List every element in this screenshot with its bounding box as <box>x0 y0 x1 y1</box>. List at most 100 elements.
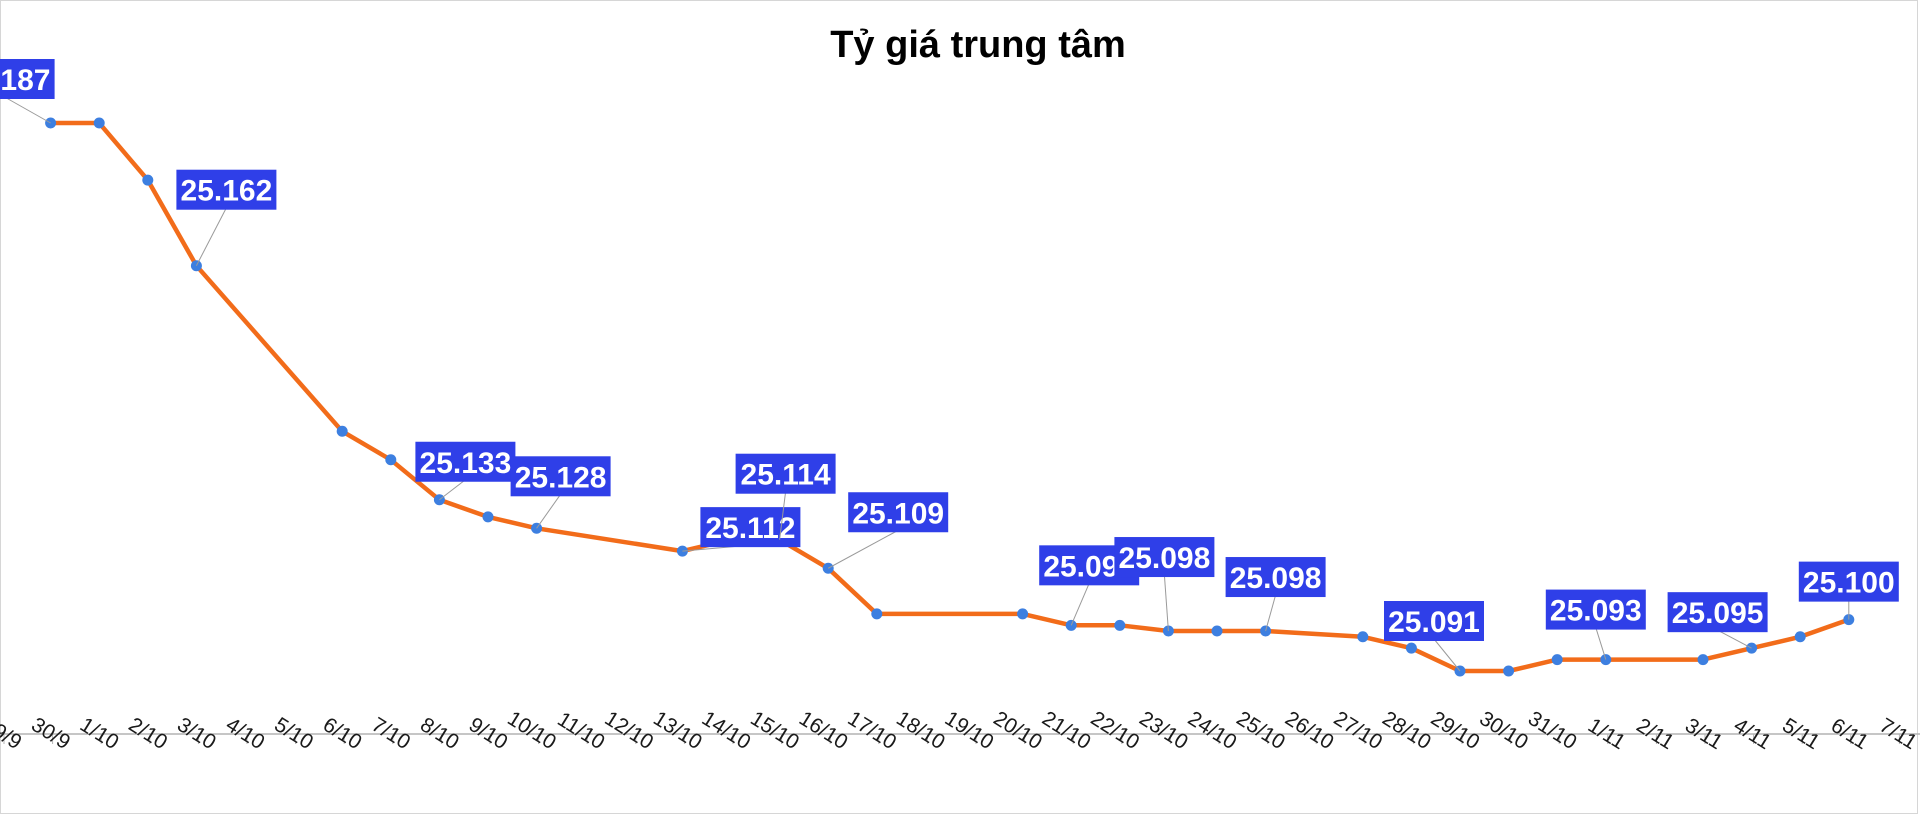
data-label-box <box>1114 537 1215 578</box>
data-point <box>482 511 494 523</box>
data-label: 25.112 <box>682 507 801 552</box>
x-tick-label: 7/11 <box>1875 714 1920 754</box>
data-label: 25.109 <box>827 492 949 569</box>
data-label: 25.095 <box>1667 592 1768 649</box>
data-point <box>336 425 348 437</box>
x-tick-label: 17/10 <box>844 707 901 754</box>
data-point <box>1503 665 1515 677</box>
data-point <box>1794 631 1806 643</box>
data-label: 25.093 <box>1545 589 1646 660</box>
x-tick-label: 2/10 <box>124 713 171 754</box>
data-label-text: 25.109 <box>852 497 944 530</box>
data-point <box>1017 608 1029 620</box>
data-label-leader <box>1433 638 1461 672</box>
data-label-text: 25.114 <box>741 459 831 492</box>
data-point <box>1357 631 1369 643</box>
data-label-leader <box>779 491 787 540</box>
x-tick-label: 20/10 <box>989 707 1046 754</box>
x-tick-label: 7/10 <box>367 713 414 754</box>
x-tick-label: 14/10 <box>698 707 755 754</box>
x-tick-label: 13/10 <box>649 707 706 754</box>
data-label-leader <box>1717 629 1752 649</box>
data-label-text: 25.100 <box>1803 567 1895 600</box>
data-label-leader <box>1595 627 1607 660</box>
x-tick-label: 1/10 <box>76 713 123 754</box>
x-tick-label: 2/11 <box>1632 714 1678 754</box>
data-label-leader <box>1070 583 1090 626</box>
data-label-text: 25.093 <box>1550 595 1642 628</box>
data-label-box <box>510 456 611 497</box>
x-tick-label: 27/10 <box>1330 707 1387 754</box>
x-tick-label: 30/10 <box>1475 707 1532 754</box>
x-tick-label: 6/10 <box>319 713 366 754</box>
data-label-text: 25.095 <box>1672 597 1764 630</box>
x-tick-label: 3/11 <box>1681 714 1727 754</box>
series-line <box>48 120 1852 674</box>
x-tick-label: 10/10 <box>503 707 560 754</box>
data-label-leader <box>1163 575 1169 632</box>
chart-title: Tỷ giá trung tâm <box>830 24 1126 66</box>
x-tick-label: 12/10 <box>601 707 658 754</box>
data-label-text: 25.128 <box>515 461 607 494</box>
data-label-text: 25.098 <box>1119 542 1211 575</box>
x-tick-label: 29/9 <box>0 713 26 754</box>
data-label-leader <box>536 494 562 529</box>
data-label-box <box>1667 592 1768 633</box>
x-tick-label: 5/11 <box>1778 714 1824 754</box>
x-tick-label: 16/10 <box>795 707 852 754</box>
x-tick-label: 6/11 <box>1827 714 1873 754</box>
x-tick-label: 21/10 <box>1038 707 1095 754</box>
data-label-box <box>848 492 949 533</box>
x-tick-label: 29/10 <box>1427 707 1484 754</box>
x-tick-label: 28/10 <box>1378 707 1435 754</box>
x-tick-label: 18/10 <box>892 707 949 754</box>
data-point <box>385 454 397 466</box>
x-tick-label: 8/10 <box>416 713 463 754</box>
data-label-box <box>1798 561 1899 602</box>
data-label: 25.162 <box>176 169 277 266</box>
data-point <box>142 174 154 186</box>
data-label-leader <box>4 96 51 124</box>
data-point <box>93 117 105 129</box>
x-tick-label: 25/10 <box>1232 707 1289 754</box>
x-tick-label: 24/10 <box>1184 707 1241 754</box>
x-tick-label: 3/10 <box>173 713 220 754</box>
data-label: 25.114 <box>735 453 836 540</box>
x-tick-label: 15/10 <box>746 707 803 754</box>
data-label: 25.187 <box>0 59 55 124</box>
series-line-layer <box>48 120 1852 674</box>
data-label: 25.100 <box>1798 561 1899 620</box>
x-tick-label: 1/11 <box>1584 714 1630 754</box>
data-label-box <box>1384 601 1484 641</box>
data-label-text: 25.187 <box>0 64 50 97</box>
data-label-box <box>0 59 55 99</box>
data-point <box>1551 654 1563 666</box>
x-tick-label: 22/10 <box>1087 707 1144 754</box>
data-label: 25.133 <box>415 441 516 501</box>
data-label-leader <box>439 479 466 501</box>
data-point <box>871 608 883 620</box>
data-label-box <box>1545 589 1646 630</box>
x-tick-label: 26/10 <box>1281 707 1338 754</box>
data-label-text: 25.162 <box>181 175 273 208</box>
data-label: 25.098 <box>1114 537 1215 632</box>
data-label: 25.091 <box>1384 601 1484 672</box>
x-tick-label: 31/10 <box>1524 707 1581 754</box>
data-point <box>1405 642 1417 654</box>
data-label: 25.098 <box>1225 557 1326 632</box>
data-label: 25.128 <box>510 456 611 529</box>
data-point <box>1114 619 1126 631</box>
x-tick-label: 23/10 <box>1135 707 1192 754</box>
data-label-box <box>1225 557 1326 598</box>
x-tick-label: 4/11 <box>1730 714 1776 754</box>
x-tick-label: 11/10 <box>553 708 608 755</box>
data-label-text: 25.091 <box>1388 606 1480 639</box>
data-label-text: 25.133 <box>420 447 512 480</box>
data-label-box <box>176 169 277 210</box>
data-point <box>1697 654 1709 666</box>
data-label-text: 25.112 <box>705 512 795 545</box>
data-label-text: 25.098 <box>1230 562 1322 595</box>
data-label-leader <box>827 529 899 569</box>
